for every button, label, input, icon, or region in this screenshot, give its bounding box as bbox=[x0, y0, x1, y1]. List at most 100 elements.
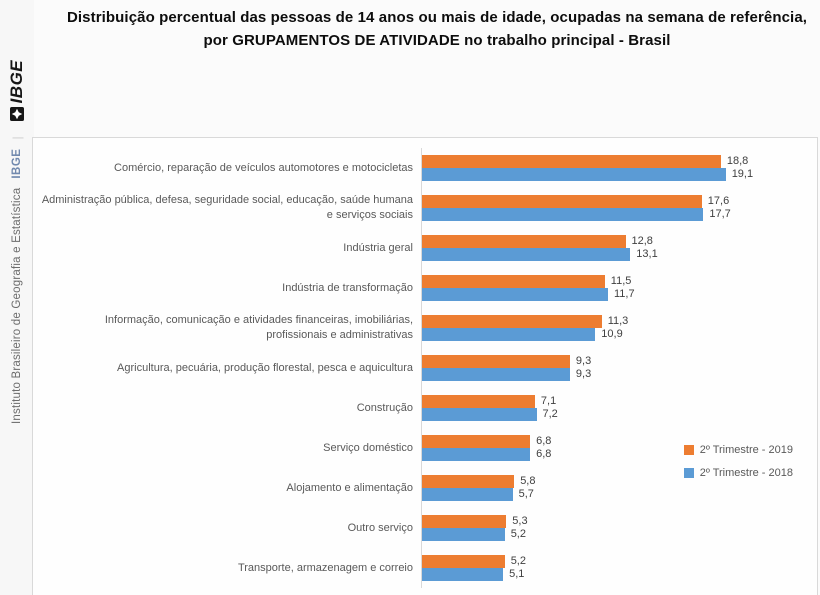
category-label: Comércio, reparação de veículos automoto… bbox=[114, 161, 413, 174]
legend-item-2018: 2º Trimestre - 2018 bbox=[683, 467, 793, 479]
legend-label-2019: 2º Trimestre - 2019 bbox=[699, 444, 793, 456]
bar-group: 7,1 7,2 bbox=[421, 388, 817, 428]
chart-row: Construção 7,1 7,2 bbox=[41, 388, 817, 428]
chart-row: Indústria de transformação 11,5 11,7 bbox=[41, 268, 817, 308]
bar-line: 7,2 bbox=[422, 408, 817, 421]
value-label: 12,8 bbox=[631, 235, 653, 247]
bar-2019 bbox=[422, 555, 505, 568]
chart-plot-area: Comércio, reparação de veículos automoto… bbox=[41, 148, 817, 588]
value-label: 11,7 bbox=[614, 288, 635, 300]
bar-line: 5,1 bbox=[422, 568, 817, 581]
chart-row: Serviço doméstico 6,8 6,8 bbox=[41, 428, 817, 468]
bar-group: 17,6 17,7 bbox=[421, 188, 817, 228]
bar-2018 bbox=[422, 448, 531, 461]
bar-2019 bbox=[422, 515, 507, 528]
value-label: 5,8 bbox=[520, 475, 536, 487]
bar-group: 11,5 11,7 bbox=[421, 268, 817, 308]
value-label: 13,1 bbox=[636, 248, 658, 260]
bar-line: 18,8 bbox=[422, 155, 817, 168]
value-label: 5,2 bbox=[510, 555, 526, 567]
value-label: 7,1 bbox=[540, 395, 557, 407]
bar-2018 bbox=[422, 488, 513, 501]
chart-row: Outro serviço 5,3 5,2 bbox=[41, 508, 817, 548]
value-label: 5,2 bbox=[510, 528, 526, 540]
legend-label-2018: 2º Trimestre - 2018 bbox=[699, 467, 793, 479]
bar-line: 11,7 bbox=[422, 288, 817, 301]
bar-2019 bbox=[422, 275, 605, 288]
legend-swatch-2019 bbox=[683, 445, 694, 455]
brand-rotated-text: Instituto Brasileiro de Geografia e Esta… bbox=[4, 22, 30, 424]
chart-row: Administração pública, defesa, seguridad… bbox=[41, 188, 817, 228]
bar-2018 bbox=[422, 408, 537, 421]
bar-line: 6,8 bbox=[422, 448, 817, 461]
bar-2018 bbox=[422, 328, 596, 341]
bar-line: 5,3 bbox=[422, 515, 817, 528]
bar-2019 bbox=[422, 395, 535, 408]
bar-group: 18,8 19,1 bbox=[421, 148, 817, 188]
bar-group: 5,3 5,2 bbox=[421, 508, 817, 548]
bar-2019 bbox=[422, 235, 626, 248]
bar-line: 5,8 bbox=[422, 475, 817, 488]
page-title: Distribuição percentual das pessoas de 1… bbox=[66, 9, 808, 49]
value-label: 6,8 bbox=[536, 435, 552, 447]
bar-2019 bbox=[422, 315, 602, 328]
value-label: 19,1 bbox=[731, 168, 754, 180]
value-label: 5,7 bbox=[518, 488, 534, 500]
bar-2018 bbox=[422, 168, 726, 181]
brand-strip: Instituto Brasileiro de Geografia e Esta… bbox=[0, 0, 34, 595]
bar-2018 bbox=[422, 288, 608, 301]
bar-2018 bbox=[422, 208, 704, 221]
bar-line: 7,1 bbox=[422, 395, 817, 408]
category-label: Alojamento e alimentação bbox=[286, 481, 413, 494]
category-label: Informação, comunicação e atividades fin… bbox=[104, 314, 413, 341]
bar-2018 bbox=[422, 528, 505, 541]
value-label: 10,9 bbox=[601, 328, 623, 340]
category-label: Administração pública, defesa, seguridad… bbox=[41, 194, 413, 221]
value-label: 5,3 bbox=[512, 515, 528, 527]
org-abbr: IBGE bbox=[11, 148, 23, 179]
bar-group: 12,8 13,1 bbox=[421, 228, 817, 268]
bar-2019 bbox=[422, 155, 721, 168]
bar-group: 11,3 10,9 bbox=[421, 308, 817, 348]
bar-line: 5,7 bbox=[422, 488, 817, 501]
category-label: Agricultura, pecuária, produção floresta… bbox=[117, 361, 413, 374]
value-label: 9,3 bbox=[575, 368, 592, 380]
bar-line: 9,3 bbox=[422, 355, 817, 368]
value-label: 7,2 bbox=[542, 408, 558, 420]
bar-2018 bbox=[422, 368, 570, 381]
category-label: Indústria de transformação bbox=[282, 281, 413, 294]
chart-row: Alojamento e alimentação 5,8 5,7 bbox=[41, 468, 817, 508]
bar-2018 bbox=[422, 248, 631, 261]
org-full-name: Instituto Brasileiro de Geografia e Esta… bbox=[11, 187, 23, 424]
bar-line: 11,3 bbox=[422, 315, 817, 328]
bar-group: 9,3 9,3 bbox=[421, 348, 817, 388]
value-label: 5,1 bbox=[509, 568, 525, 580]
bar-line: 13,1 bbox=[422, 248, 817, 261]
bar-group: 5,8 5,7 bbox=[421, 468, 817, 508]
category-label: Indústria geral bbox=[343, 241, 413, 254]
legend-item-2019: 2º Trimestre - 2019 bbox=[683, 444, 793, 456]
legend-swatch-2018 bbox=[683, 468, 694, 478]
category-label: Construção bbox=[356, 401, 413, 414]
value-label: 18,8 bbox=[726, 155, 749, 167]
bar-2019 bbox=[422, 195, 702, 208]
bar-group: 6,8 6,8 bbox=[421, 428, 817, 468]
value-label: 11,3 bbox=[607, 315, 629, 327]
bar-line: 6,8 bbox=[422, 435, 817, 448]
chart-row: Indústria geral 12,8 13,1 bbox=[41, 228, 817, 268]
value-label: 9,3 bbox=[575, 355, 592, 367]
category-label: Serviço doméstico bbox=[323, 441, 413, 454]
chart-row: Transporte, armazenagem e correio 5,2 5,1 bbox=[41, 548, 817, 588]
ibge-logo-text: IBGE bbox=[7, 59, 26, 104]
bar-line: 19,1 bbox=[422, 168, 817, 181]
chart-legend: 2º Trimestre - 2019 2º Trimestre - 2018 bbox=[683, 444, 793, 479]
bar-line: 10,9 bbox=[422, 328, 817, 341]
bar-2018 bbox=[422, 568, 504, 581]
chart-row: Comércio, reparação de veículos automoto… bbox=[41, 148, 817, 188]
bar-line: 12,8 bbox=[422, 235, 817, 248]
bar-line: 5,2 bbox=[422, 555, 817, 568]
bar-2019 bbox=[422, 355, 570, 368]
value-label: 17,7 bbox=[709, 208, 731, 220]
chart-container: Comércio, reparação de veículos automoto… bbox=[32, 137, 818, 595]
